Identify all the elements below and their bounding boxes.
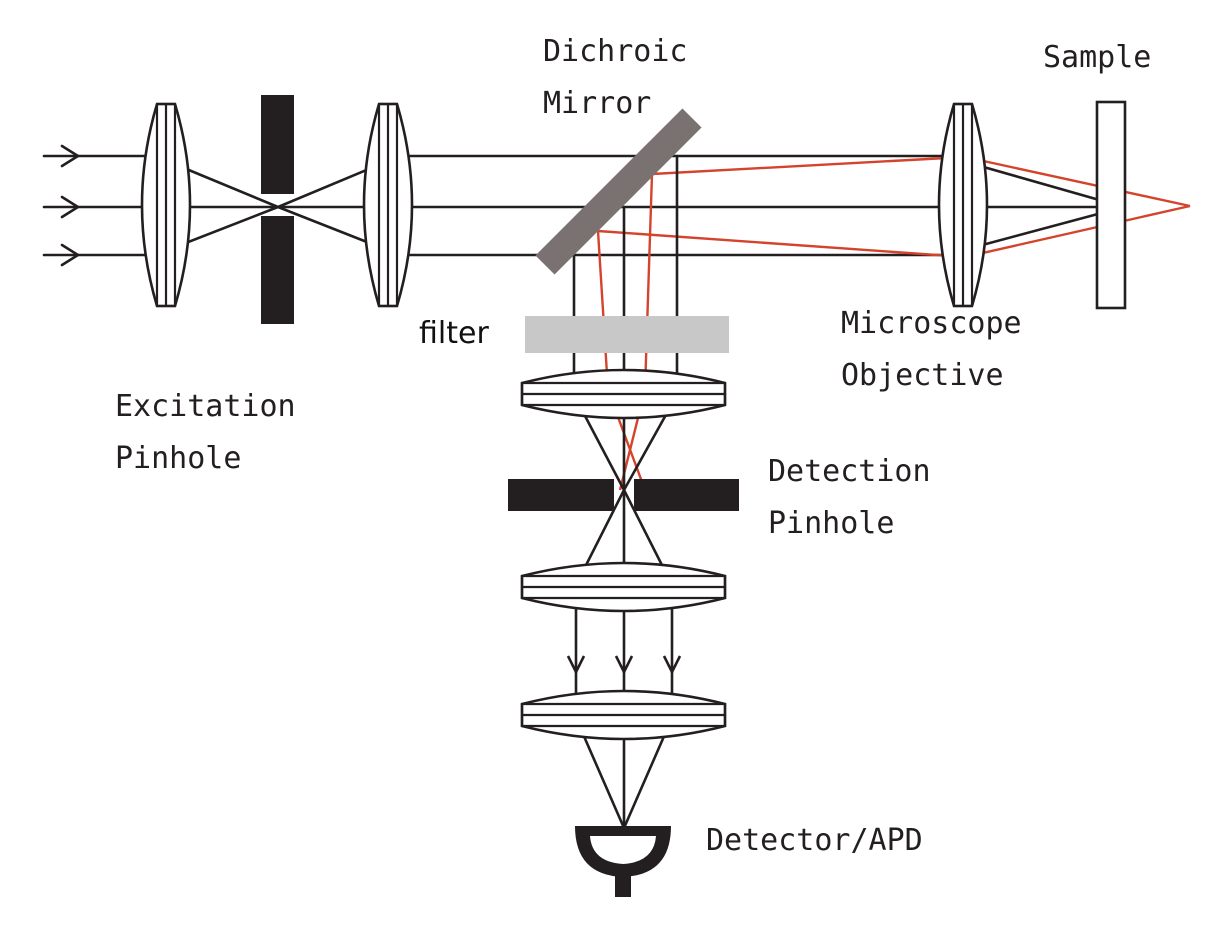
label-line: Mirror xyxy=(543,86,652,121)
emission-filter xyxy=(525,316,729,353)
arrow-icon xyxy=(60,144,81,168)
detection-lens-3 xyxy=(520,689,727,741)
label-line: Pinhole xyxy=(115,441,242,476)
arrow-icon xyxy=(60,195,81,219)
sample-label: Sample xyxy=(1043,32,1151,84)
dichroic-mirror-label: Dichroic Mirror xyxy=(543,26,688,130)
dichroic-mirror xyxy=(535,108,702,275)
detection-pinhole xyxy=(508,479,739,511)
excitation-pinhole xyxy=(261,95,294,324)
detector-label: Detector/APD xyxy=(706,815,923,867)
detection-pinhole-label: Detection Pinhole xyxy=(768,446,931,550)
arrow-icon xyxy=(60,243,81,267)
collimated-beam xyxy=(398,154,1126,257)
sample-slide xyxy=(1095,100,1127,310)
input-beams xyxy=(42,144,157,267)
label-line: Objective xyxy=(841,358,1004,393)
excitation-lens-2 xyxy=(362,102,414,308)
detector-icon xyxy=(575,826,671,897)
microscope-objective-lens xyxy=(937,102,989,308)
label-line: Dichroic xyxy=(543,34,688,69)
label-line: Detector/APD xyxy=(706,823,923,858)
detection-lens-1 xyxy=(520,368,727,420)
excitation-lens-1 xyxy=(140,102,192,308)
excitation-pinhole-label: Excitation Pinhole xyxy=(115,381,296,485)
label-line: Microscope xyxy=(841,306,1022,341)
label-line: Sample xyxy=(1043,40,1152,75)
detection-lens-2 xyxy=(520,561,727,613)
filter-label: filter xyxy=(419,316,489,351)
label-line: Detection xyxy=(768,454,931,489)
label-line: Pinhole xyxy=(768,506,895,541)
label-line: Excitation xyxy=(115,389,296,424)
microscope-objective-label: Microscope Objective xyxy=(841,298,1022,402)
